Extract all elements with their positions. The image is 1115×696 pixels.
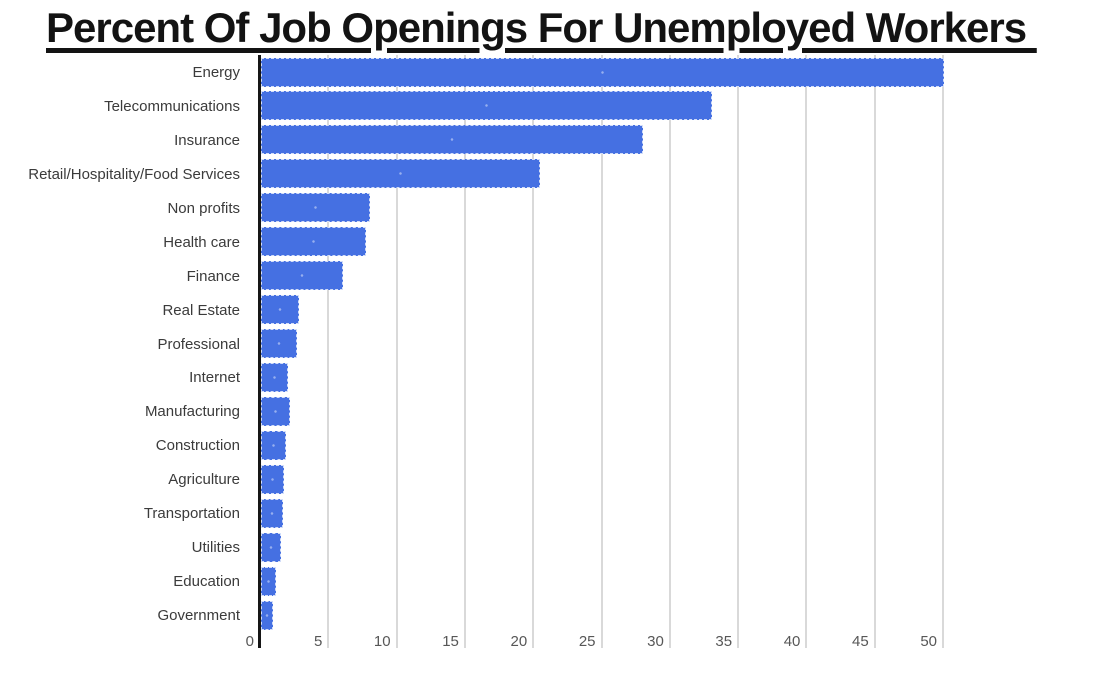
category-label: Retail/Hospitality/Food Services xyxy=(28,165,240,183)
category-label: Agriculture xyxy=(168,471,240,489)
x-tick-label: 20 xyxy=(510,633,528,650)
x-tick-label: 30 xyxy=(647,633,664,650)
bar-education xyxy=(261,566,277,596)
x-tick-label: 15 xyxy=(442,633,459,650)
x-tick-label: 50 xyxy=(920,633,937,650)
category-label: Manufacturing xyxy=(144,403,240,421)
bar-government xyxy=(261,600,274,630)
category-label: Utilities xyxy=(191,539,240,557)
category-label: Energy xyxy=(192,64,240,81)
category-label: Finance xyxy=(186,267,240,285)
chart-title: Percent Of Job Openings For Unemployed W… xyxy=(46,4,1037,51)
gridline xyxy=(395,55,398,648)
y-axis-line xyxy=(258,55,261,648)
bar-manufacturing xyxy=(261,396,290,426)
bar-real-estate xyxy=(261,295,300,325)
bar-energy xyxy=(261,57,944,87)
bar-health-care xyxy=(261,227,367,257)
x-tick-label: 25 xyxy=(578,633,596,650)
category-label: Transportation xyxy=(143,505,240,523)
category-label: Telecommunications xyxy=(104,97,240,115)
bar-retail-hospitality-food-services xyxy=(261,159,540,189)
x-tick-label: 0 xyxy=(245,633,254,650)
gridline xyxy=(668,55,671,648)
bar-insurance xyxy=(261,125,644,155)
category-label: Government xyxy=(157,607,240,625)
x-tick-label: 40 xyxy=(783,633,801,650)
category-label: Education xyxy=(173,573,240,591)
category-label: Internet xyxy=(189,369,240,387)
gridline xyxy=(600,55,603,648)
x-tick-label: 10 xyxy=(373,633,391,650)
bar-utilities xyxy=(261,532,282,562)
category-label: Professional xyxy=(157,335,240,353)
bar-professional xyxy=(261,329,297,359)
x-tick-label: 5 xyxy=(313,633,323,650)
x-tick-label: 35 xyxy=(715,633,733,650)
gridline xyxy=(942,55,944,648)
bar-internet xyxy=(261,362,289,392)
gridline xyxy=(873,55,876,648)
category-label: Non profits xyxy=(167,199,240,217)
category-label: Construction xyxy=(155,437,240,455)
bar-non-profits xyxy=(261,193,371,223)
gridline xyxy=(532,55,535,648)
gridline xyxy=(805,55,808,648)
bar-telecommunications xyxy=(261,91,712,121)
category-label: Health care xyxy=(163,233,240,251)
gridline xyxy=(463,55,466,648)
category-label: Insurance xyxy=(174,131,240,149)
x-tick-label: 45 xyxy=(852,633,869,650)
bar-transportation xyxy=(261,498,283,528)
bar-finance xyxy=(261,261,343,291)
bar-construction xyxy=(261,430,286,460)
category-label: Real Estate xyxy=(162,301,240,319)
gridline xyxy=(327,55,330,648)
gridline xyxy=(737,55,740,648)
bar-agriculture xyxy=(261,464,285,494)
